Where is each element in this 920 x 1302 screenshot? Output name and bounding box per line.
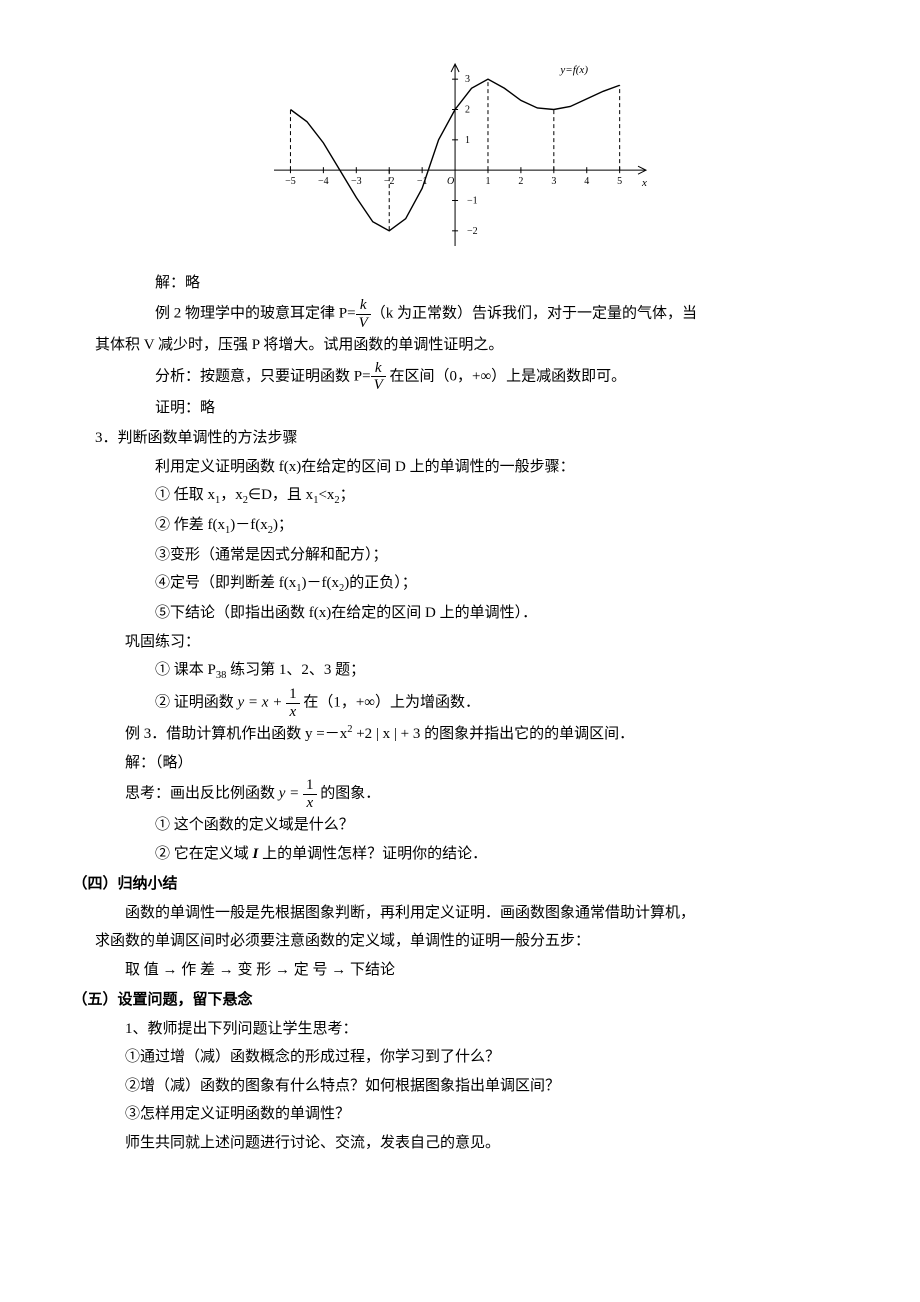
consol2-den: x (286, 704, 300, 721)
consolidate-1: ① 课本 P38 练习第 1、2、3 题； (95, 656, 825, 686)
consol2-fraction: 1x (286, 686, 300, 720)
svg-text:O: O (447, 176, 454, 187)
sec4-p2: 求函数的单调区间时必须要注意函数的定义域，单调性的证明一般分五步： (95, 927, 825, 956)
sec5-q2: ②增（减）函数的图象有什么特点？如何根据图象指出单调区间？ (95, 1072, 825, 1101)
svg-text:x: x (641, 177, 647, 189)
svg-text:3: 3 (551, 176, 556, 187)
svg-text:−1: −1 (467, 196, 478, 207)
think-q2-b: 上的单调性怎样？证明你的结论． (258, 846, 487, 862)
example-2-line1: 例 2 物理学中的玻意耳定律 P=kV（k 为正常数）告诉我们，对于一定量的气体… (95, 297, 825, 331)
sec5-intro: 1、教师提出下列问题让学生思考： (95, 1015, 825, 1044)
think-a: 思考：画出反比例函数 (125, 786, 279, 802)
svg-text:y=f(x): y=f(x) (559, 64, 588, 76)
example-3-sol: 解：（略） (95, 749, 825, 778)
think-lhs: y = (279, 786, 303, 802)
consol1-sub: 38 (216, 670, 227, 681)
svg-text:−5: −5 (285, 176, 296, 187)
think-num: 1 (303, 777, 317, 795)
svg-text:1: 1 (485, 176, 490, 187)
graph-svg: −5−4−3−2−112345−2−1123Oxy=f(x) (270, 60, 650, 250)
ex3-a: 例 3．借助计算机作出函数 y =－x (125, 726, 347, 742)
consol1-b: 练习第 1、2、3 题； (226, 662, 365, 678)
think-fraction: 1x (303, 777, 317, 811)
think-line: 思考：画出反比例函数 y = 1x 的图象． (95, 777, 825, 811)
consol2-lhs: y = x + (238, 695, 287, 711)
step4-a: ④定号（即判断差 f(x (155, 575, 296, 591)
step1-a: ① 任取 x (155, 487, 215, 503)
step1-c: ∈D，且 x (248, 487, 313, 503)
think-b: 的图象． (317, 786, 381, 802)
think-q2-a: ② 它在定义域 (155, 846, 253, 862)
consolidate-2: ② 证明函数 y = x + 1x 在（1，+∞）上为增函数． (95, 686, 825, 720)
section-4-title: （四）归纳小结 (73, 870, 826, 899)
step-5: ⑤下结论（即指出函数 f(x)在给定的区间 D 上的单调性）． (95, 599, 825, 628)
consol2-b: 在（1，+∞）上为增函数． (300, 695, 480, 711)
consol2-num: 1 (286, 686, 300, 704)
step2-a: ② 作差 f(x (155, 517, 225, 533)
step4-b: )－f(x (302, 575, 340, 591)
ex2-text-b: （k 为正常数）告诉我们，对于一定量的气体，当 (371, 305, 697, 321)
step-3: ③变形（通常是因式分解和配方）； (95, 541, 825, 570)
svg-text:4: 4 (584, 176, 589, 187)
section-5-title: （五）设置问题，留下悬念 (73, 986, 826, 1015)
step2-b: )－f(x (230, 517, 268, 533)
step-2: ② 作差 f(x1)－f(x2)； (95, 511, 825, 541)
sec5-end: 师生共同就上述问题进行讨论、交流，发表自己的意见。 (95, 1129, 825, 1158)
example-3: 例 3．借助计算机作出函数 y =－x2 +2 | x | + 3 的图象并指出… (95, 720, 825, 749)
step-4: ④定号（即判断差 f(x1)－f(x2)的正负）； (95, 569, 825, 599)
sec5-q1: ①通过增（减）函数概念的形成过程，你学习到了什么？ (95, 1043, 825, 1072)
think-q2: ② 它在定义域 I 上的单调性怎样？证明你的结论． (95, 840, 825, 869)
svg-text:−3: −3 (351, 176, 362, 187)
ex3-b: +2 | x | + 3 的图象并指出它的的单调区间． (352, 726, 634, 742)
analysis-frac-num: k (371, 360, 386, 378)
step-1: ① 任取 x1，x2∈D，且 x1<x2； (95, 481, 825, 511)
step2-c: )； (273, 517, 293, 533)
consol2-a: ② 证明函数 (155, 695, 238, 711)
step4-c: )的正负）； (344, 575, 417, 591)
think-q1: ① 这个函数的定义域是什么？ (95, 811, 825, 840)
analysis-line: 分析：按题意，只要证明函数 P=kV 在区间（0，+∞）上是减函数即可。 (95, 360, 825, 394)
ex2-text-a: 例 2 物理学中的玻意耳定律 P= (155, 305, 356, 321)
think-den: x (303, 795, 317, 812)
svg-text:2: 2 (518, 176, 523, 187)
example-2-line2: 其体积 V 减少时，压强 P 将增大。试用函数的单调性证明之。 (95, 331, 825, 360)
svg-text:5: 5 (617, 176, 622, 187)
ex2-fraction: kV (356, 297, 371, 331)
sec5-q3: ③怎样用定义证明函数的单调性？ (95, 1100, 825, 1129)
section-3-title: 3．判断函数单调性的方法步骤 (95, 424, 825, 453)
step1-b: ，x (220, 487, 243, 503)
section-3-intro: 利用定义证明函数 f(x)在给定的区间 D 上的单调性的一般步骤： (95, 453, 825, 482)
consolidate-title: 巩固练习： (95, 628, 825, 657)
consol1-a: ① 课本 P (155, 662, 216, 678)
sec4-p1: 函数的单调性一般是先根据图象判断，再利用定义证明．画函数图象通常借助计算机， (95, 899, 825, 928)
svg-text:1: 1 (465, 135, 470, 146)
analysis-a: 分析：按题意，只要证明函数 P= (155, 368, 371, 384)
ex2-frac-num: k (356, 297, 371, 315)
svg-text:−2: −2 (467, 226, 478, 237)
step1-d: <x (318, 487, 334, 503)
step1-e: ； (340, 487, 355, 503)
analysis-fraction: kV (371, 360, 386, 394)
solution-omit-1: 解：略 (95, 269, 825, 298)
proof-omit: 证明：略 (95, 394, 825, 423)
ex2-frac-den: V (356, 315, 371, 332)
function-graph: −5−4−3−2−112345−2−1123Oxy=f(x) (95, 60, 825, 261)
sec4-p3: 取 值 → 作 差 → 变 形 → 定 号 → 下结论 (95, 956, 825, 985)
svg-text:−4: −4 (318, 176, 329, 187)
analysis-b: 在区间（0，+∞）上是减函数即可。 (386, 368, 626, 384)
analysis-frac-den: V (371, 377, 386, 394)
svg-text:3: 3 (465, 74, 470, 85)
svg-text:2: 2 (465, 105, 470, 116)
